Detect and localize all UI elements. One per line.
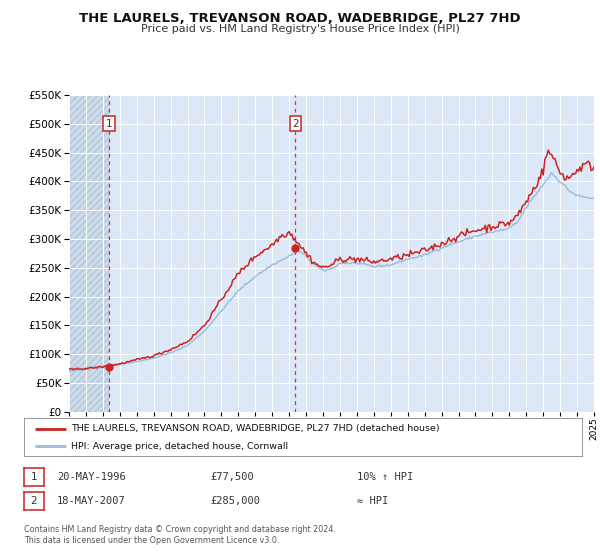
- Text: 2: 2: [31, 496, 37, 506]
- Text: £285,000: £285,000: [210, 496, 260, 506]
- Text: 20-MAY-1996: 20-MAY-1996: [57, 472, 126, 482]
- Text: THE LAURELS, TREVANSON ROAD, WADEBRIDGE, PL27 7HD (detached house): THE LAURELS, TREVANSON ROAD, WADEBRIDGE,…: [71, 424, 440, 433]
- Text: HPI: Average price, detached house, Cornwall: HPI: Average price, detached house, Corn…: [71, 442, 289, 451]
- Text: 2: 2: [292, 119, 299, 129]
- Text: 10% ↑ HPI: 10% ↑ HPI: [357, 472, 413, 482]
- Text: Contains HM Land Registry data © Crown copyright and database right 2024.
This d: Contains HM Land Registry data © Crown c…: [24, 525, 336, 545]
- Text: THE LAURELS, TREVANSON ROAD, WADEBRIDGE, PL27 7HD: THE LAURELS, TREVANSON ROAD, WADEBRIDGE,…: [79, 12, 521, 25]
- Text: 18-MAY-2007: 18-MAY-2007: [57, 496, 126, 506]
- Text: Price paid vs. HM Land Registry's House Price Index (HPI): Price paid vs. HM Land Registry's House …: [140, 24, 460, 34]
- Text: 1: 1: [106, 119, 112, 129]
- Text: ≈ HPI: ≈ HPI: [357, 496, 388, 506]
- Text: 1: 1: [31, 472, 37, 482]
- Text: £77,500: £77,500: [210, 472, 254, 482]
